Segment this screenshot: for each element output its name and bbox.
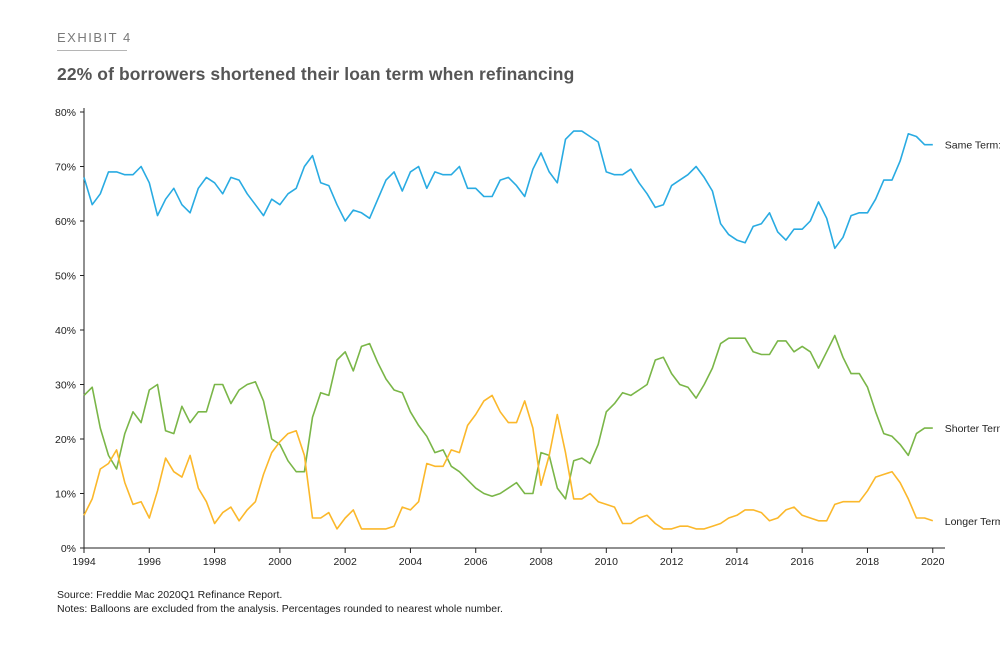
x-tick-label: 2020 xyxy=(921,556,945,568)
x-tick-label: 1996 xyxy=(138,556,162,568)
x-tick-label: 2000 xyxy=(268,556,292,568)
longer-term-end-label: Longer Term: 5% xyxy=(945,516,1000,528)
y-tick-label: 60% xyxy=(55,216,76,228)
shorter-term-end-label: Shorter Term: 22% xyxy=(945,423,1000,435)
y-tick-label: 80% xyxy=(55,107,76,119)
x-tick-label: 2002 xyxy=(333,556,357,568)
chart-axes: 0% 10% 20% 30% 40% 50% 60% 70% 80% 1994 1996 1998 20… xyxy=(55,107,945,568)
y-tick-label: 30% xyxy=(55,380,76,392)
y-tick-label: 50% xyxy=(55,271,76,283)
y-tick-label: 20% xyxy=(55,434,76,446)
x-tick-label: 1994 xyxy=(72,556,96,568)
x-tick-label: 2014 xyxy=(725,556,749,568)
x-tick-label: 2012 xyxy=(660,556,684,568)
chart-title: 22% of borrowers shortened their loan te… xyxy=(57,64,575,84)
x-tick-label: 2018 xyxy=(856,556,880,568)
y-tick-label: 40% xyxy=(55,325,76,337)
exhibit-label: EXHIBIT 4 xyxy=(57,30,132,45)
shorter-term-series-line xyxy=(83,334,933,500)
x-tick-label: 2008 xyxy=(529,556,553,568)
x-tick-label: 2004 xyxy=(399,556,423,568)
notes-text: Notes: Balloons are excluded from the an… xyxy=(57,603,503,615)
x-tick-label: 1998 xyxy=(203,556,227,568)
chart-plot-area: Same Term: 74% Shorter Term: 22% Longer Te… xyxy=(83,130,1000,530)
x-tick-label: 2006 xyxy=(464,556,488,568)
y-tick-label: 70% xyxy=(55,162,76,174)
y-tick-label: 0% xyxy=(61,543,76,555)
same-term-end-label: Same Term: 74% xyxy=(945,140,1000,152)
x-tick-label: 2010 xyxy=(595,556,619,568)
source-note: Source: Freddie Mac 2020Q1 Refinance Rep… xyxy=(57,589,283,601)
x-tick-label: 2016 xyxy=(791,556,815,568)
exhibit-divider xyxy=(57,50,127,51)
y-tick-label: 10% xyxy=(55,489,76,501)
same-term-series-line xyxy=(83,130,933,250)
longer-term-series-line xyxy=(83,394,934,530)
